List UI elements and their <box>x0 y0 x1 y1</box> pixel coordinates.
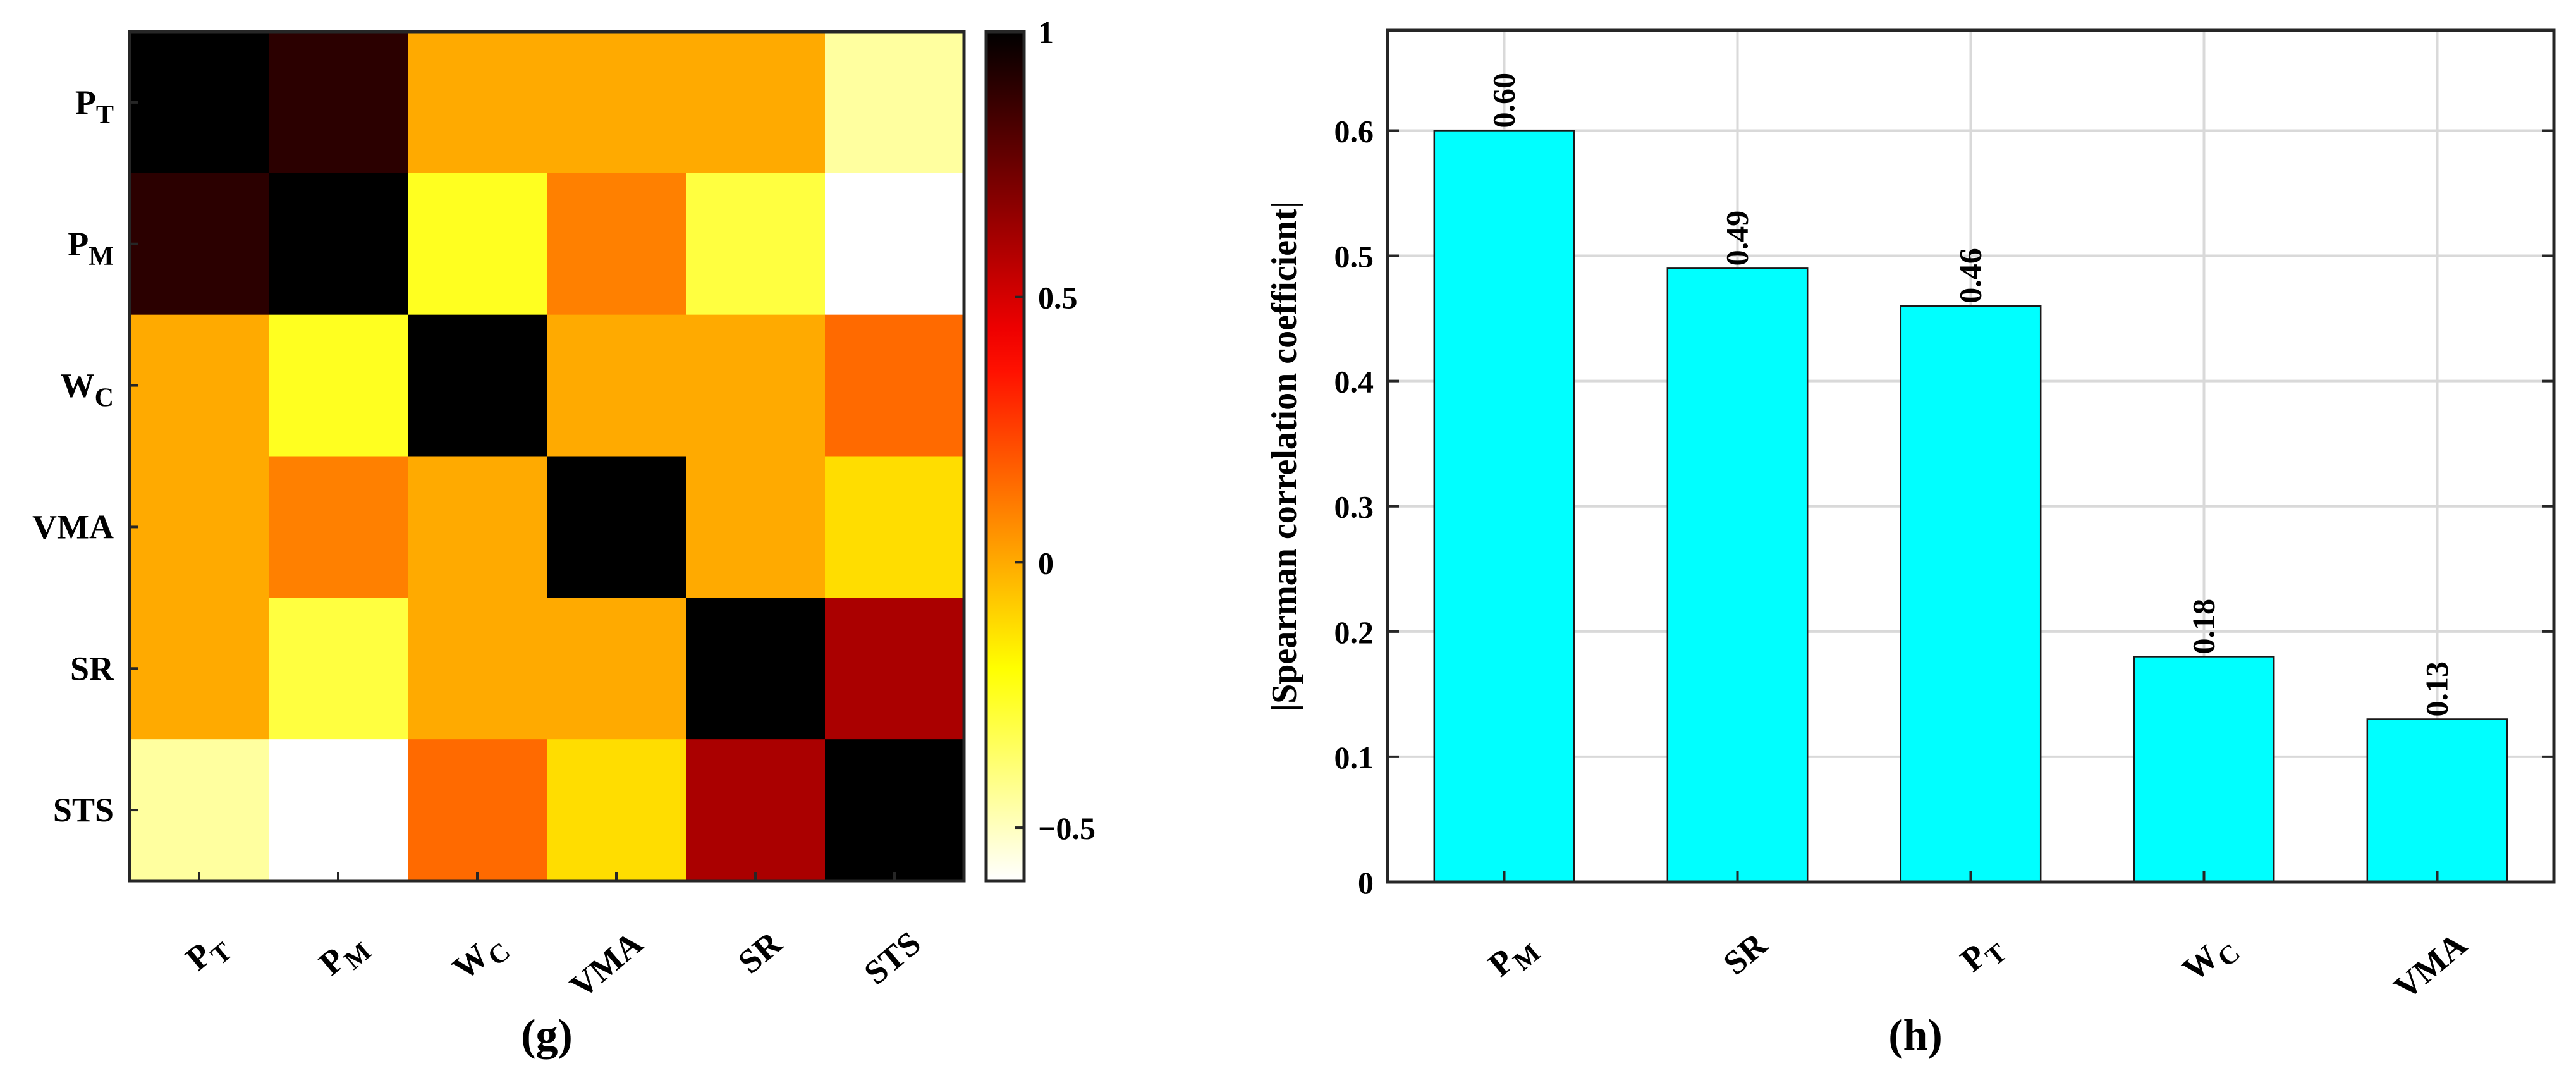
bar <box>1433 130 1575 883</box>
x-tick-label: SR <box>1716 925 1774 983</box>
colorbar-tick-label: 0.5 <box>1038 280 1078 316</box>
y-tick-label: 0.6 <box>1334 113 1374 149</box>
heatmap-cell <box>408 173 547 316</box>
colorbar-frame <box>984 30 1026 883</box>
panel-label-g: (g) <box>521 1011 573 1060</box>
heatmap-cell <box>408 598 547 740</box>
heatmap-cell <box>686 173 826 316</box>
colorbar-tick-label: −0.5 <box>1038 811 1096 846</box>
x-tick-label: VMA <box>2387 925 2474 1007</box>
row-label: WC <box>61 367 114 413</box>
colorbar <box>986 32 1024 881</box>
heatmap-cell <box>825 456 965 598</box>
heatmap-cell <box>269 32 408 174</box>
y-tick-label: 0.3 <box>1334 489 1374 525</box>
column-label: STS <box>857 924 928 992</box>
y-axis-label: |Spearman correlation coefficient| <box>1265 201 1304 711</box>
heatmap-cell <box>547 173 687 316</box>
heatmap-panel: PT PM WC VMA SR STS PT PM WC VMA SR STS 1 0.5 0 −0.5 (g) <box>32 15 1096 1060</box>
heatmap-cell <box>269 314 408 457</box>
heatmap-cell <box>130 456 269 598</box>
x-tick-label: PM <box>1481 925 1546 990</box>
heatmap-cell <box>547 314 687 457</box>
x-tick-label: PT <box>1953 925 2013 985</box>
y-tick-label: 0.4 <box>1334 364 1374 400</box>
bar-chart-panel: 0.60 0.49 0.46 0.18 0.13 0 0.1 0.2 0.3 0.4 0.5 0.6 P… <box>1265 28 2556 1060</box>
heatmap-cell <box>686 32 826 174</box>
column-label: SR <box>731 924 789 981</box>
heatmap-cell <box>130 32 269 174</box>
heatmap-cell <box>130 173 269 316</box>
colorbar-tick-label: 0 <box>1038 545 1054 580</box>
bar-data-label: 0.18 <box>2186 599 2221 654</box>
heatmap-cell <box>547 456 687 598</box>
heatmap-cell <box>686 598 826 740</box>
bar <box>2133 656 2275 883</box>
panel-label-h: (h) <box>1888 1011 1943 1060</box>
heatmap-cell <box>408 314 547 457</box>
column-label: PT <box>178 924 238 984</box>
bar-data-label: 0.13 <box>2419 661 2455 717</box>
bar-data-label: 0.49 <box>1719 211 1755 266</box>
y-tick-label: 0.1 <box>1334 740 1374 775</box>
heatmap-cell <box>686 739 826 881</box>
y-tick-label: 0.5 <box>1334 239 1374 274</box>
column-label: PM <box>312 924 377 989</box>
row-label: PM <box>68 225 114 271</box>
row-label: PT <box>75 83 114 130</box>
heatmap-cell <box>547 739 687 881</box>
x-tick-label: WC <box>2175 925 2246 995</box>
heatmap-cell <box>130 314 269 457</box>
bar-data-label: 0.60 <box>1486 73 1522 128</box>
column-label: WC <box>445 924 516 993</box>
heatmap-cell <box>825 739 965 881</box>
bar <box>2366 718 2508 883</box>
row-label: SR <box>70 649 114 687</box>
heatmap-cell <box>686 456 826 598</box>
heatmap-cell <box>269 456 408 598</box>
heatmap-cell <box>130 739 269 881</box>
heatmap-cell <box>408 739 547 881</box>
colorbar-tick-label: 1 <box>1038 15 1054 50</box>
heatmap-cell <box>686 314 826 457</box>
heatmap-cell <box>408 456 547 598</box>
heatmap-cell <box>269 598 408 740</box>
bar-data-label: 0.46 <box>1953 248 1988 304</box>
heatmap-cell <box>130 598 269 740</box>
heatmap-cell <box>547 32 687 174</box>
heatmap-cell <box>408 32 547 174</box>
heatmap-cell <box>269 739 408 881</box>
heatmap-cell <box>547 598 687 740</box>
heatmap-cell <box>825 598 965 740</box>
y-tick-label: 0.2 <box>1334 615 1374 650</box>
bar <box>1666 267 1809 883</box>
row-label: VMA <box>32 508 114 546</box>
bar <box>1900 305 2042 883</box>
column-label: VMA <box>563 924 649 1005</box>
row-label: STS <box>53 791 114 829</box>
heatmap-cell <box>269 173 408 316</box>
heatmap-frame <box>128 30 966 883</box>
y-tick-label: 0 <box>1358 865 1374 900</box>
heatmap-cell <box>825 32 965 174</box>
heatmap-cell <box>825 314 965 457</box>
heatmap-cell <box>825 173 965 316</box>
